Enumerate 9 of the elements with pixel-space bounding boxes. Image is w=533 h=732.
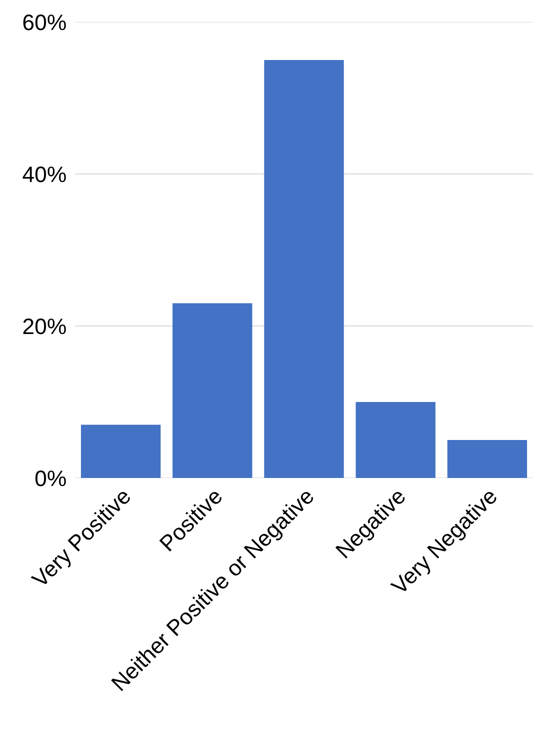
y-tick-label: 20%	[23, 318, 66, 334]
bar	[264, 60, 344, 478]
bar	[80, 424, 161, 478]
y-tick-label: 40%	[22, 166, 66, 182]
bar	[447, 440, 528, 478]
y-tick-label: 0%	[35, 470, 66, 486]
bar	[356, 402, 436, 478]
y-tick-label: 60%	[23, 14, 66, 30]
bar	[172, 303, 252, 478]
